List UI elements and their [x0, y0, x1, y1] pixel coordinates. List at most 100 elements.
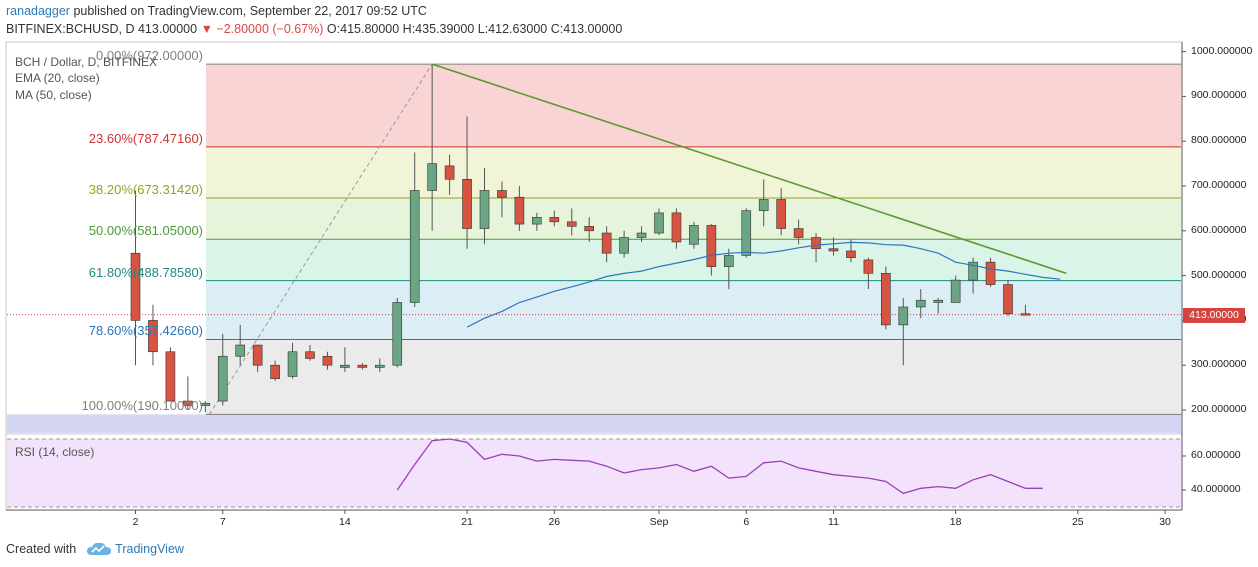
candle-body [881, 273, 891, 326]
candle[interactable] [497, 181, 507, 218]
candle[interactable] [549, 210, 560, 227]
time-tick-label: 14 [339, 516, 351, 528]
candle-body [741, 210, 752, 256]
time-tick-label: 6 [743, 516, 750, 528]
candle[interactable] [584, 217, 595, 242]
candle[interactable] [479, 168, 490, 245]
price-tick-label: 1000.000000 [1191, 44, 1253, 57]
descending-trendline[interactable] [431, 63, 1067, 275]
candle[interactable] [689, 221, 699, 249]
candle-body [863, 259, 874, 274]
candle[interactable] [706, 224, 717, 276]
candle[interactable] [968, 257, 978, 294]
candle[interactable] [165, 347, 176, 402]
candle[interactable] [950, 275, 961, 303]
ema-legend[interactable]: EMA (20, close) [15, 71, 100, 85]
candle[interactable] [985, 257, 996, 287]
axis-tick-marks [135, 51, 1186, 514]
candle[interactable] [287, 342, 298, 379]
candle[interactable] [601, 226, 612, 263]
candle[interactable] [846, 239, 856, 263]
candle[interactable] [811, 233, 821, 263]
symbol-summary: BITFINEX:BCHUSD, D 413.00000 ▼ −2.80000 … [6, 22, 622, 36]
candle-body [723, 255, 734, 267]
candle-body [549, 217, 560, 223]
candle-body [444, 165, 455, 180]
candle[interactable] [863, 257, 874, 290]
candle[interactable] [828, 237, 839, 256]
candle[interactable] [881, 266, 891, 330]
candle[interactable] [793, 219, 804, 245]
candle[interactable] [566, 208, 577, 236]
fib-zone-fills [7, 64, 1181, 433]
tradingview-link[interactable]: TradingView [115, 542, 184, 556]
candle-body [601, 232, 612, 254]
candle[interactable] [130, 190, 141, 366]
candle-body [793, 228, 804, 238]
candle[interactable] [183, 376, 193, 410]
candle[interactable] [898, 298, 909, 366]
candle-body [1003, 284, 1013, 314]
price-tick-label: 500.000000 [1191, 268, 1247, 281]
candle[interactable] [148, 304, 158, 366]
publisher-username[interactable]: ranadagger [6, 4, 70, 18]
candle[interactable] [671, 208, 682, 249]
candle[interactable] [933, 298, 944, 314]
candle[interactable] [444, 154, 455, 195]
fib-zone [206, 146, 1181, 198]
candle[interactable] [514, 186, 525, 231]
candle[interactable] [252, 344, 263, 372]
candle[interactable] [322, 351, 333, 370]
candle-body [305, 351, 315, 359]
candle[interactable] [374, 358, 385, 372]
time-tick-label: 30 [1159, 516, 1171, 528]
price-tick-label: 200.000000 [1191, 403, 1247, 415]
candle[interactable] [654, 208, 664, 236]
candle[interactable] [636, 226, 647, 242]
candle-body [1020, 313, 1031, 316]
candle-body [671, 212, 682, 243]
candle[interactable] [723, 248, 734, 290]
candle[interactable] [357, 362, 368, 370]
fib-zone-below [7, 414, 1181, 433]
candle[interactable] [270, 360, 280, 381]
time-tick-label: Sep [649, 516, 669, 528]
footer: Created with TradingView [6, 542, 184, 556]
tradingview-cloud-icon [87, 542, 111, 555]
fib-anchor-line [208, 63, 433, 415]
rsi-legend[interactable]: RSI (14, close) [15, 445, 95, 459]
candle[interactable] [340, 347, 350, 372]
candle-body [497, 190, 507, 198]
candle-body [130, 252, 141, 321]
candle[interactable] [392, 298, 403, 368]
candle-body [828, 248, 839, 252]
candle-body [636, 232, 647, 238]
candle[interactable] [776, 188, 786, 236]
candle[interactable] [532, 212, 542, 231]
candle[interactable] [235, 324, 245, 366]
candle-body [985, 261, 996, 285]
ema-20-line[interactable] [466, 241, 1061, 328]
fib-zone [206, 280, 1181, 340]
ma-legend[interactable]: MA (50, close) [15, 88, 92, 102]
candle-body [532, 217, 542, 225]
candle[interactable] [915, 289, 926, 319]
candle[interactable] [1003, 280, 1013, 316]
fib-level-label: 38.20%(673.31420) [88, 181, 203, 197]
candle[interactable] [758, 179, 769, 227]
candle[interactable] [619, 230, 629, 258]
candle-body [148, 320, 158, 353]
candle[interactable] [217, 333, 228, 406]
candle[interactable] [305, 345, 315, 361]
candle[interactable] [200, 401, 211, 413]
created-with-text: Created with [6, 542, 77, 556]
candle[interactable] [462, 116, 472, 249]
candle[interactable] [1020, 304, 1031, 316]
candle-body [165, 351, 176, 402]
candle[interactable] [409, 152, 420, 307]
candle[interactable] [427, 65, 437, 231]
candle[interactable] [741, 208, 752, 258]
candle-body [357, 364, 368, 368]
price-tick-label: 900.000000 [1191, 89, 1247, 102]
